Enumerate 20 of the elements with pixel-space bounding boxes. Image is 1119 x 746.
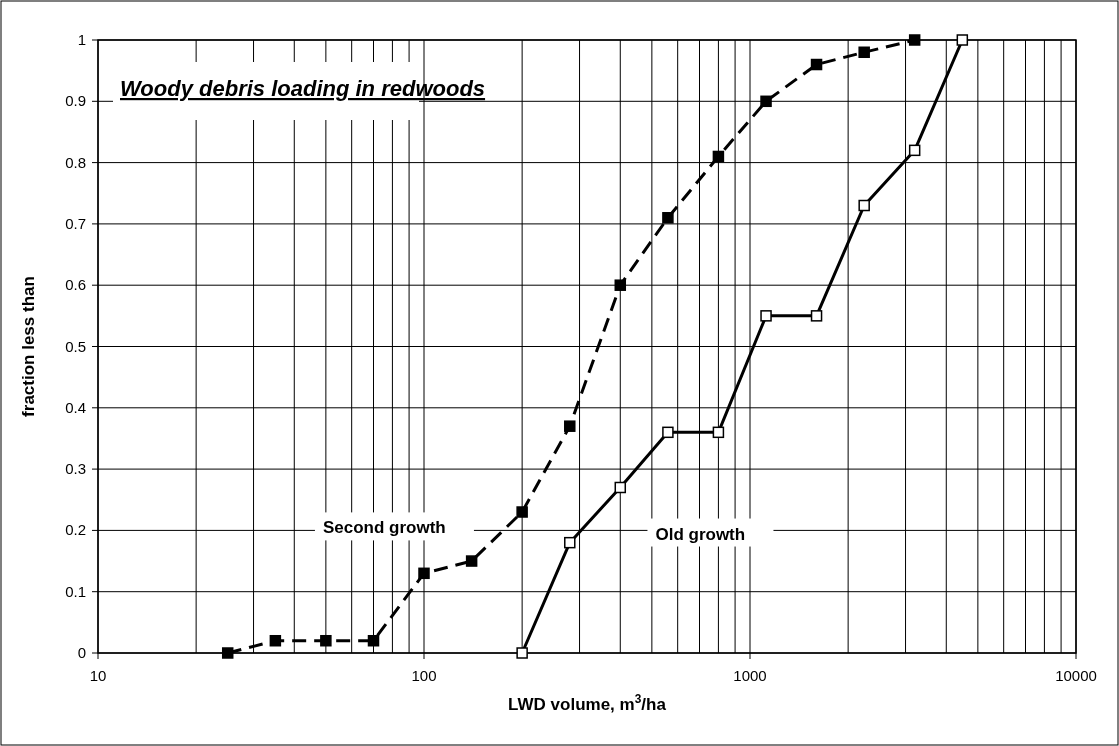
y-tick-label: 0.3 <box>65 460 86 478</box>
text: Old growth <box>655 524 746 544</box>
y-tick-label: 0.2 <box>65 521 86 539</box>
y-tick-label: 0.1 <box>65 582 86 600</box>
y-axis-title: fraction less than <box>19 276 38 417</box>
x-axis-title: LWD volume, m$^{3}$/ha <box>508 692 667 714</box>
y-tick-label: 0.4 <box>65 398 86 416</box>
x-tick-label: 100 <box>411 667 437 684</box>
y-tick-label: 0 <box>77 644 86 661</box>
y-tick-label: 0.5 <box>65 337 86 355</box>
series-label: Second growth <box>322 518 446 538</box>
y-tick-label: 0.6 <box>65 276 86 294</box>
y-tick-label: 0.8 <box>65 153 86 171</box>
y-tick-label: 0.7 <box>65 214 86 232</box>
y-tick-label: 1 <box>77 31 86 48</box>
x-tick-label: 1000 <box>733 667 767 684</box>
x-tick-label: 10000 <box>1055 667 1097 684</box>
y-tick-label: 0.9 <box>65 92 86 110</box>
x-tick-label: 10 <box>89 667 107 684</box>
text: Woody debris loading in redwoods <box>120 76 486 101</box>
